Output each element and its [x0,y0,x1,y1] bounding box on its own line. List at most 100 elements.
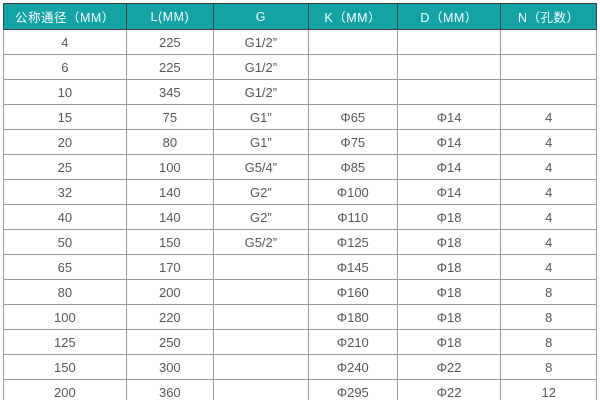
table-cell: Φ145 [307,254,398,280]
table-cell [212,304,309,330]
table-row: 150 300 Φ240 Φ22 8 [3,354,597,380]
table-cell: 200 [3,379,127,400]
table-cell [500,29,597,55]
dimension-spec-table: 公称通径（MM） L(MM) G K（MM） D（MM） N（孔数） 4 225 G… [3,3,597,400]
table-cell: Φ22 [396,379,502,400]
table-cell: Φ14 [396,129,502,155]
table-cell [212,329,309,355]
table-cell: Φ14 [396,154,502,180]
table-cell: Φ14 [396,179,502,205]
table-cell: 100 [125,154,214,180]
table-cell: G1/2” [212,79,309,105]
table-cell: 12 [500,379,597,400]
table-cell: Φ18 [396,329,502,355]
table-row: 65 170 Φ145 Φ18 4 [3,254,597,280]
table-row: 40 140 G2” Φ110 Φ18 4 [3,204,597,230]
table-cell: G2” [212,179,309,205]
table-cell: 140 [125,179,214,205]
table-cell: Φ180 [307,304,398,330]
table-cell: G2” [212,204,309,230]
table-cell [396,79,502,105]
table-cell [212,379,309,400]
table-cell: G1/2” [212,29,309,55]
table-cell: 4 [3,29,127,55]
table-cell: 360 [125,379,214,400]
table-row: 50 150 G5/2” Φ125 Φ18 4 [3,229,597,255]
table-cell [307,79,398,105]
table-cell: 75 [125,104,214,130]
table-cell [500,79,597,105]
table-cell: 25 [3,154,127,180]
table-cell: Φ18 [396,279,502,305]
table-cell: 8 [500,329,597,355]
table-cell: Φ210 [307,329,398,355]
table-body: 4 225 G1/2” 6 225 G1/2” 10 345 G1/2” 15 75 G1” Φ65 Φ1… [3,29,597,400]
table-cell: Φ125 [307,229,398,255]
table-cell: 10 [3,79,127,105]
table-cell: 80 [3,279,127,305]
table-cell: 170 [125,254,214,280]
table-cell: Φ160 [307,279,398,305]
table-cell [396,54,502,80]
table-cell: Φ18 [396,229,502,255]
table-cell: 225 [125,29,214,55]
table-cell: G5/2” [212,229,309,255]
table-cell: Φ14 [396,104,502,130]
header-nominal-diameter: 公称通径（MM） [3,3,127,30]
header-hole-count-n: N（孔数） [500,3,597,30]
table-cell: Φ22 [396,354,502,380]
table-cell: 4 [500,179,597,205]
header-row: 公称通径（MM） L(MM) G K（MM） D（MM） N（孔数） [3,3,597,30]
table-row: 4 225 G1/2” [3,29,597,55]
table-cell: G1” [212,129,309,155]
table-cell: Φ85 [307,154,398,180]
table-cell: 15 [3,104,127,130]
table-cell: 200 [125,279,214,305]
table-cell: 8 [500,304,597,330]
header-thread-g: G [212,3,309,30]
table-cell [500,54,597,80]
table-cell: 150 [125,229,214,255]
table-row: 20 80 G1” Φ75 Φ14 4 [3,129,597,155]
table-cell: 300 [125,354,214,380]
table-row: 10 345 G1/2” [3,79,597,105]
table-cell: 8 [500,354,597,380]
table-cell: G5/4” [212,154,309,180]
table-cell: Φ240 [307,354,398,380]
table-cell: 100 [3,304,127,330]
header-length-l: L(MM) [125,3,214,30]
table-cell: 345 [125,79,214,105]
table-cell: 40 [3,204,127,230]
table-cell: 20 [3,129,127,155]
table-cell: Φ18 [396,254,502,280]
table-row: 25 100 G5/4” Φ85 Φ14 4 [3,154,597,180]
table-cell: 4 [500,254,597,280]
table-row: 6 225 G1/2” [3,54,597,80]
table-cell: 80 [125,129,214,155]
table-cell: 50 [3,229,127,255]
table-cell: 32 [3,179,127,205]
table-cell: 65 [3,254,127,280]
table-cell: 250 [125,329,214,355]
table-cell: 8 [500,279,597,305]
header-hole-diameter-d: D（MM） [396,3,502,30]
table-cell: Φ100 [307,179,398,205]
table-cell [396,29,502,55]
table-cell: 125 [3,329,127,355]
table-cell: G1” [212,104,309,130]
table-cell: 4 [500,154,597,180]
table-cell [307,29,398,55]
table-cell: 150 [3,354,127,380]
table-row: 80 200 Φ160 Φ18 8 [3,279,597,305]
table-cell: Φ65 [307,104,398,130]
table-cell: 6 [3,54,127,80]
table-cell [307,54,398,80]
table-cell [212,279,309,305]
table-cell: 140 [125,204,214,230]
table-cell: G1/2” [212,54,309,80]
table-cell: 220 [125,304,214,330]
table-header: 公称通径（MM） L(MM) G K（MM） D（MM） N（孔数） [3,3,597,30]
table-cell: Φ18 [396,204,502,230]
table-cell: Φ75 [307,129,398,155]
